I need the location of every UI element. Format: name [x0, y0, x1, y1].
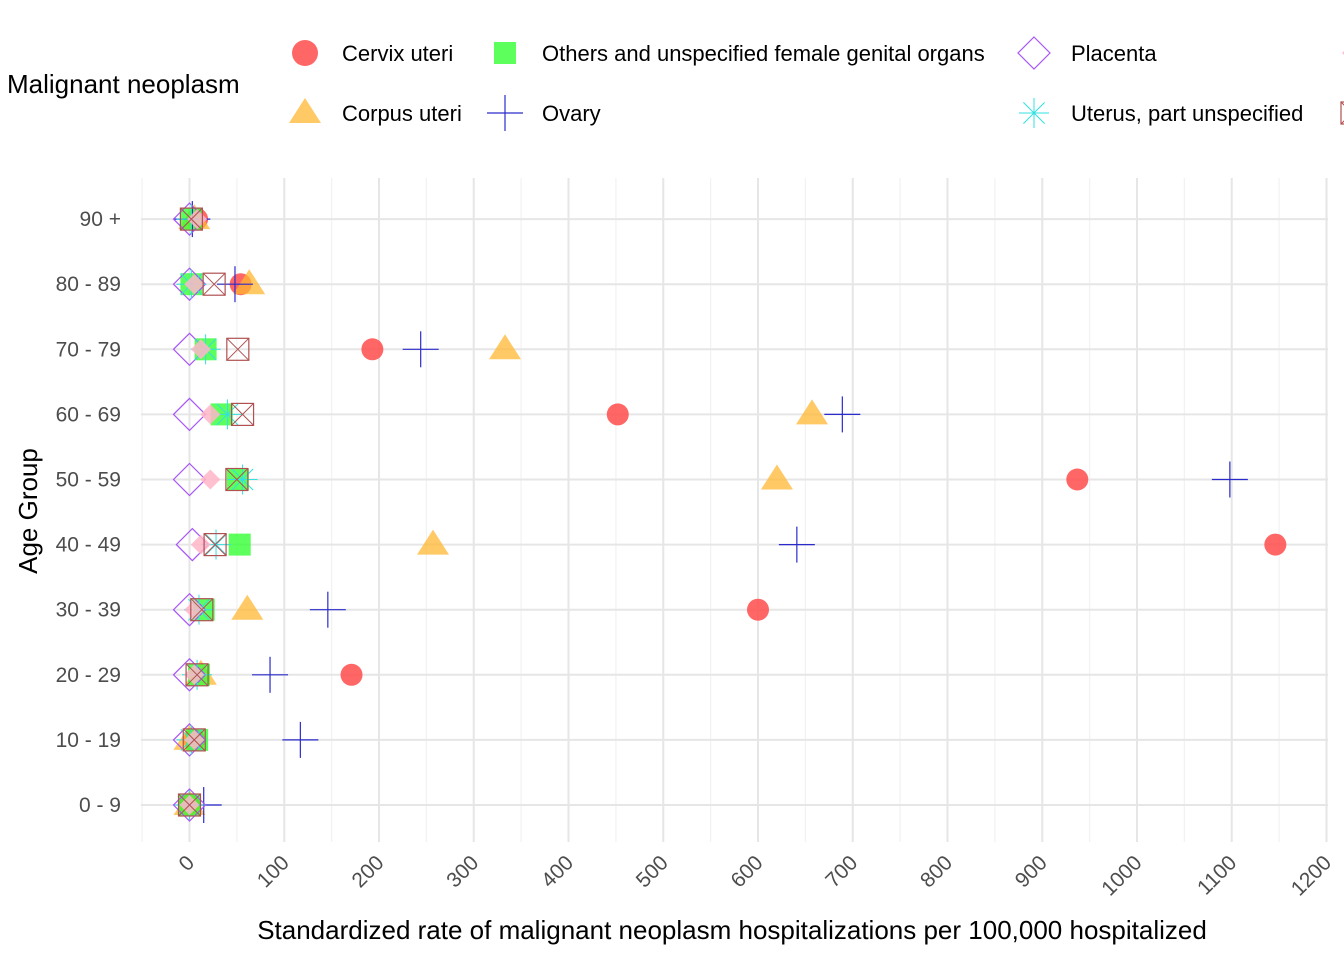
legend-item: Ovary	[487, 95, 601, 131]
legend-item: Others and unspecified female genital or…	[494, 41, 985, 66]
legend-item	[1340, 101, 1344, 125]
x-tick-label: 900	[1011, 851, 1052, 892]
data-point-series-8	[177, 793, 202, 817]
data-point-ovary	[282, 721, 319, 758]
x-tick-label: 500	[632, 851, 673, 892]
legend-key	[487, 95, 523, 131]
data-point-corpus-uteri	[796, 399, 829, 425]
data-point-cervix-uteri	[361, 338, 384, 361]
data-point-series-7	[190, 534, 211, 555]
y-tick-label: 60 - 69	[56, 403, 121, 426]
legend-key	[1340, 101, 1344, 125]
x-tick-label: 1100	[1193, 851, 1241, 899]
data-point-placenta	[172, 657, 207, 692]
x-tick-label: 800	[916, 851, 957, 892]
legend-label: Others and unspecified female genital or…	[542, 41, 985, 66]
legend-label: Ovary	[542, 101, 601, 126]
data-point-series-8	[179, 207, 203, 231]
data-point-series-7	[200, 469, 221, 490]
legend-item: Uterus, part unspecified	[1019, 98, 1303, 128]
data-point-ovary	[824, 396, 861, 433]
data-point-placenta	[172, 592, 207, 627]
y-tick-label: 20 - 29	[56, 664, 121, 687]
legend-item: Placenta	[1017, 36, 1157, 70]
data-point-ovary	[1211, 461, 1248, 498]
x-tick-label: 700	[821, 851, 862, 892]
legend-label: Uterus, part unspecified	[1071, 101, 1303, 126]
data-point-corpus-uteri	[760, 464, 793, 490]
data-point-series-8	[182, 728, 206, 752]
x-axis-ticks: 0 100 200 300 400 500 600 700 800 900 1000 1100 1200	[175, 851, 1337, 900]
legend-item: Corpus uteri	[289, 98, 462, 126]
legend-label: Corpus uteri	[342, 101, 462, 126]
data-point-series-8	[185, 663, 209, 687]
data-point-ovary	[252, 656, 289, 693]
data-point-corpus-uteri	[233, 269, 266, 295]
data-point-series-7	[184, 274, 205, 295]
data-point-placenta	[172, 462, 207, 497]
data-point-series-7	[200, 404, 221, 425]
legend-label: Cervix uteri	[342, 41, 453, 66]
data-point-uterus-part-unspecified	[227, 464, 258, 495]
data-point-series-8	[226, 337, 250, 361]
y-axis-title: Age Group	[13, 448, 43, 574]
data-point-placenta	[172, 397, 207, 432]
data-point-series-8	[230, 402, 255, 426]
data-point-cervix-uteri	[1066, 468, 1089, 491]
legend-label: Placenta	[1071, 41, 1157, 66]
data-point-cervix-uteri	[340, 663, 363, 686]
data-point-series-7	[190, 339, 211, 360]
data-point-series-7	[184, 664, 205, 685]
legend-item: Cervix uteri	[292, 40, 453, 66]
y-tick-label: 0 - 9	[79, 794, 121, 817]
legend-key	[289, 98, 321, 123]
y-axis-ticks: 0 - 9 10 - 19 20 - 29 30 - 39 40 - 49 50 - 59…	[56, 208, 121, 817]
grid	[141, 178, 1328, 842]
data-point-cervix-uteri	[747, 598, 769, 621]
data-point-ovary	[402, 331, 439, 368]
y-tick-label: 30 - 39	[56, 599, 121, 622]
x-tick-label: 400	[537, 851, 578, 892]
x-tick-label: 300	[442, 851, 483, 892]
x-tick-label: 0	[175, 851, 200, 876]
y-tick-label: 90 +	[80, 208, 121, 231]
data-points	[172, 201, 1287, 823]
legend-key	[292, 40, 318, 66]
data-point-series-8	[225, 467, 249, 492]
y-tick-label: 70 - 79	[56, 338, 121, 361]
data-point-ovary	[216, 266, 253, 303]
data-point-ovary	[309, 591, 346, 628]
y-tick-label: 40 - 49	[56, 534, 121, 557]
x-tick-label: 1000	[1097, 851, 1146, 900]
legend-key	[1019, 98, 1049, 128]
y-tick-label: 80 - 89	[56, 273, 121, 296]
data-point-uterus-part-unspecified	[212, 399, 243, 430]
legend: Cervix uteri Corpus uteri Others and unspe…	[289, 36, 1344, 131]
y-tick-label: 10 - 19	[56, 729, 121, 752]
data-point-series-8	[202, 272, 226, 296]
data-point-series-8	[203, 532, 227, 557]
legend-key	[494, 42, 516, 64]
x-tick-label: 100	[253, 851, 294, 892]
data-point-others-and-unspecified-female-genital-organs	[228, 533, 251, 556]
data-point-series-8	[190, 598, 214, 622]
data-point-placenta	[172, 267, 207, 302]
legend-key	[1017, 36, 1051, 70]
data-point-corpus-uteri	[417, 529, 450, 555]
x-tick-label: 1200	[1287, 851, 1336, 900]
data-point-corpus-uteri	[489, 334, 522, 360]
data-point-series-7	[184, 599, 205, 620]
data-point-corpus-uteri	[231, 594, 264, 620]
x-tick-label: 200	[347, 851, 388, 892]
data-point-cervix-uteri	[606, 403, 629, 426]
x-axis-title: Standardized rate of malignant neoplasm …	[257, 915, 1207, 945]
data-point-ovary	[778, 526, 815, 563]
legend-title: Malignant neoplasm	[7, 69, 240, 99]
x-tick-label: 600	[726, 851, 767, 892]
y-tick-label: 50 - 59	[56, 469, 121, 492]
data-point-cervix-uteri	[1264, 533, 1287, 556]
